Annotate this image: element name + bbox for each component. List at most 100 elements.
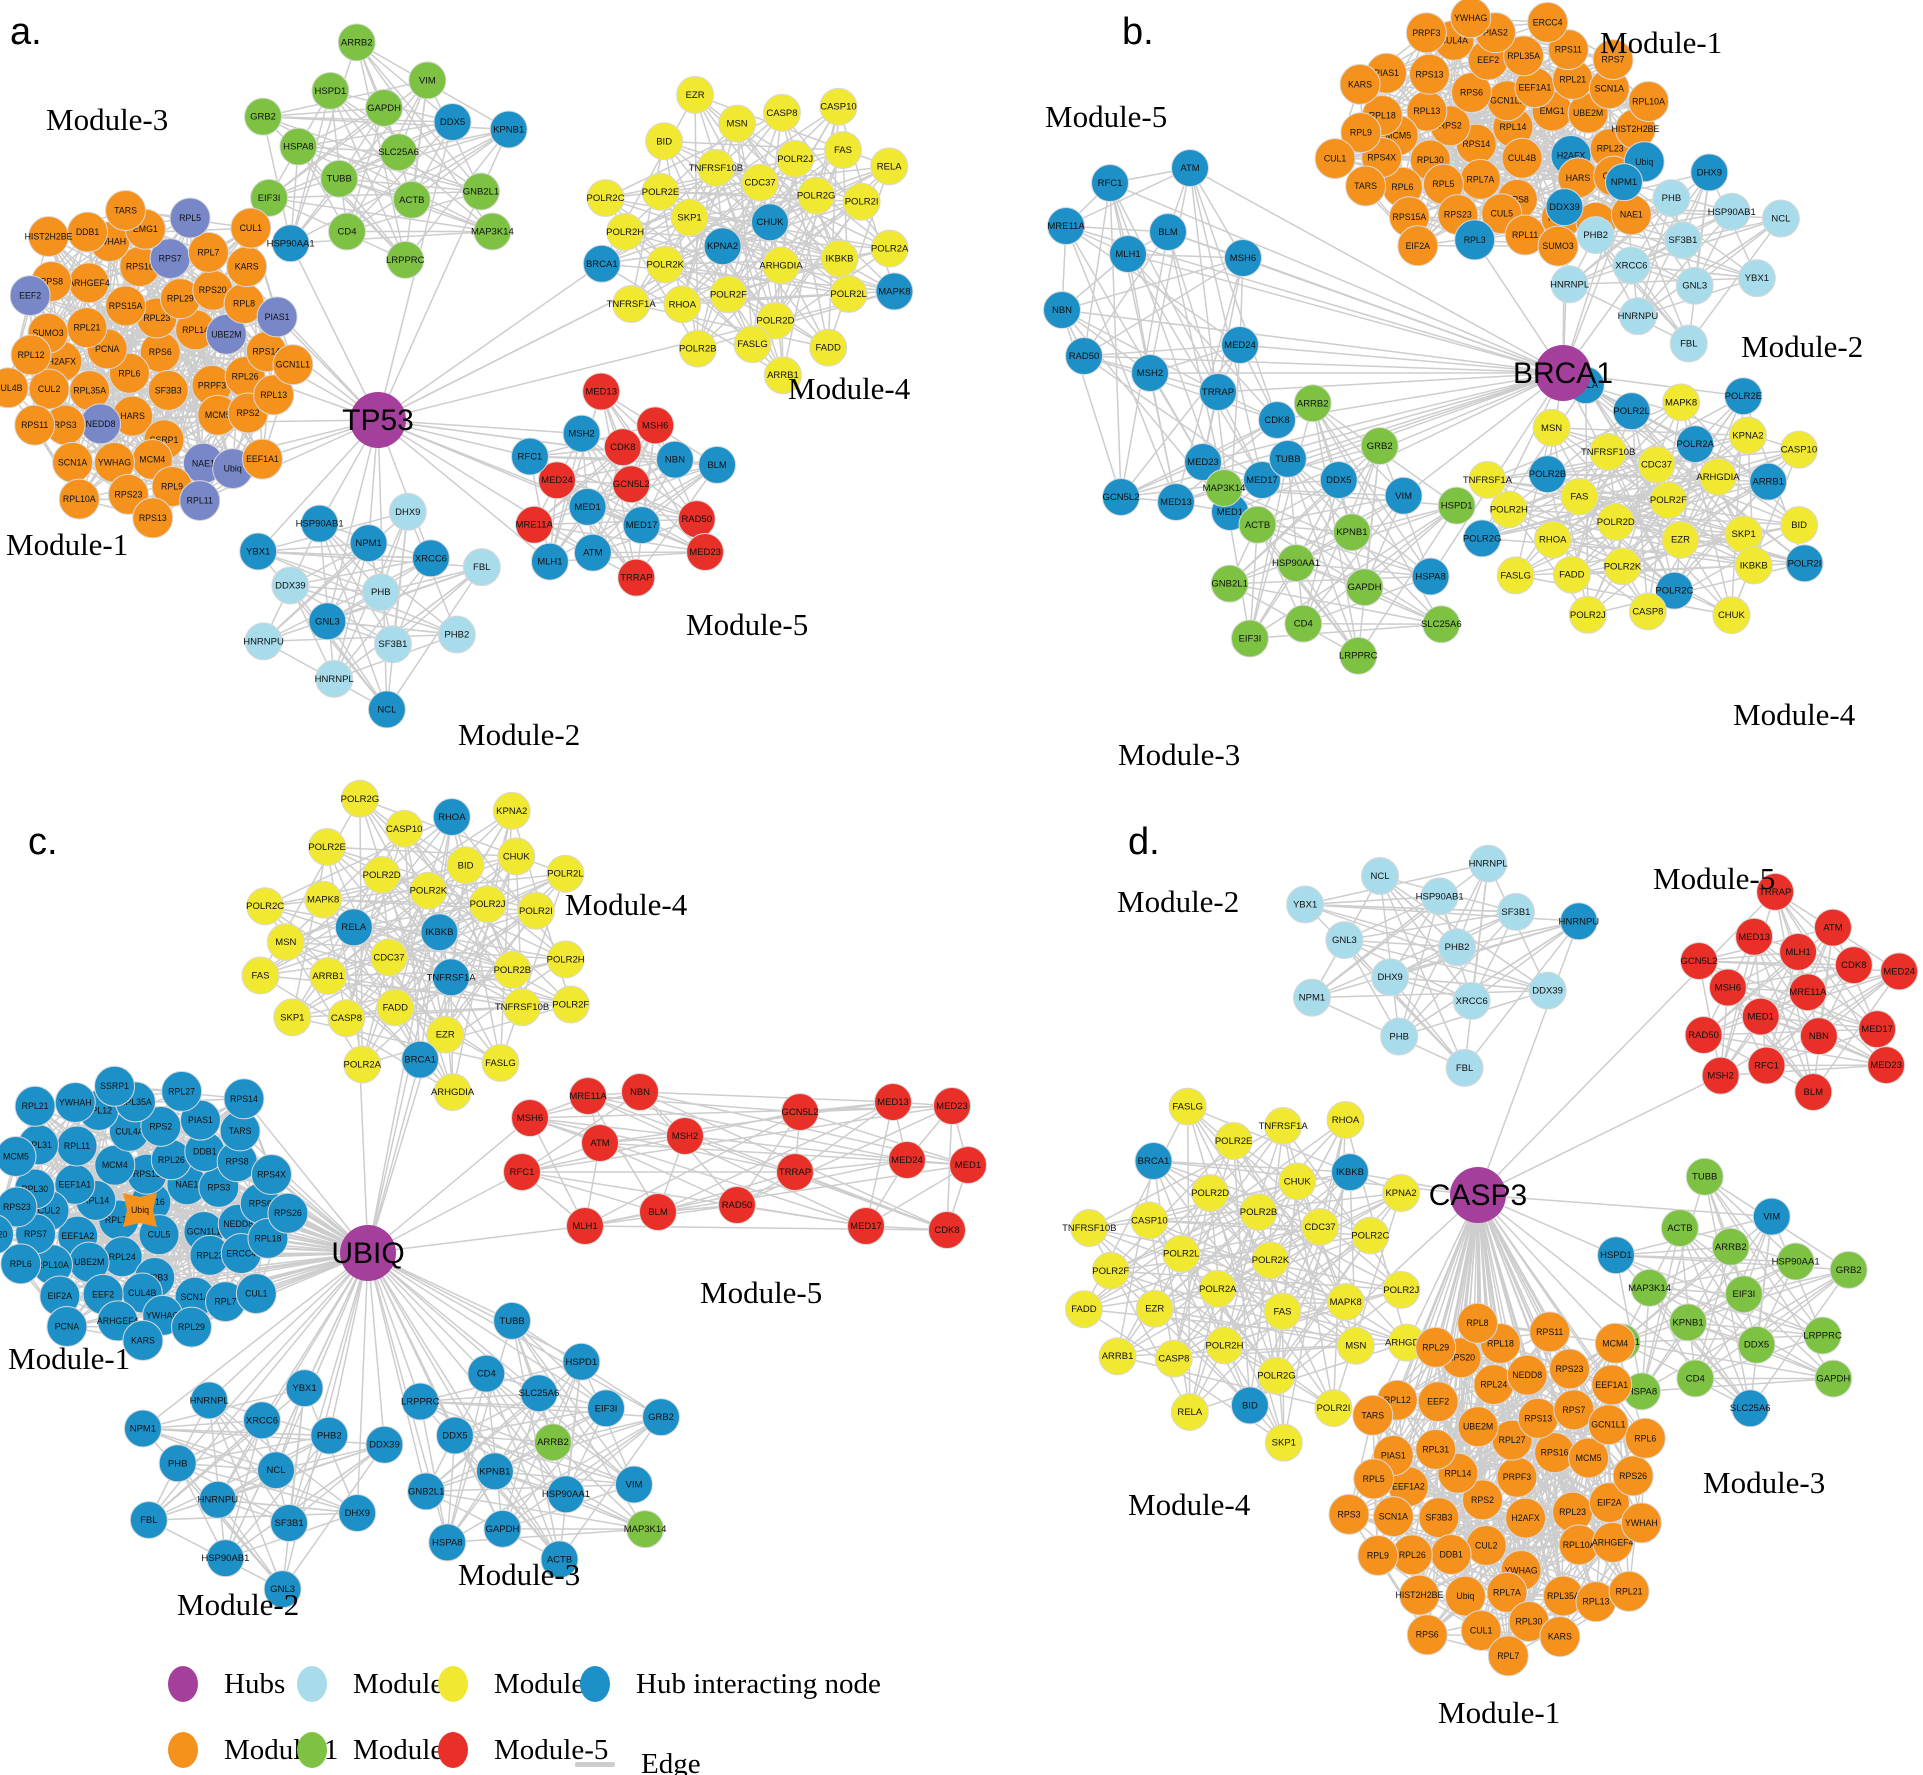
node-circle[interactable] <box>1162 1234 1201 1273</box>
node-circle[interactable] <box>256 296 298 338</box>
hub-circle[interactable] <box>350 392 406 448</box>
node-DDX39[interactable]: DDX39 <box>365 1425 404 1464</box>
node-ARHGEF4[interactable]: ARHGEF4 <box>68 262 110 304</box>
node-circle[interactable] <box>1415 1429 1457 1471</box>
node-circle[interactable] <box>140 1105 182 1147</box>
node-POLR2B[interactable]: POLR2B <box>1239 1193 1278 1232</box>
node-NCL[interactable]: NCL <box>367 690 406 729</box>
node-RELA[interactable]: RELA <box>334 908 373 947</box>
node-circle[interactable] <box>1669 1303 1708 1342</box>
node-CDK8[interactable]: CDK8 <box>928 1211 966 1249</box>
node-EZR[interactable]: EZR <box>676 75 715 114</box>
node-CHUK[interactable]: CHUK <box>750 203 789 242</box>
node-POLR2G[interactable]: POLR2G <box>1257 1356 1296 1395</box>
node-RPL7[interactable]: RPL7 <box>187 231 229 273</box>
node-FADD[interactable]: FADD <box>1552 555 1591 594</box>
node-circle[interactable] <box>1608 1570 1650 1612</box>
node-circle[interactable] <box>401 1040 440 1079</box>
node-TARS[interactable]: TARS <box>1345 165 1387 207</box>
node-XRCC6[interactable]: XRCC6 <box>242 1401 281 1440</box>
node-XRCC6[interactable]: XRCC6 <box>1612 246 1651 285</box>
node-UBE2M[interactable]: UBE2M <box>1457 1406 1499 1448</box>
node-circle[interactable] <box>1398 1574 1440 1616</box>
node-MSN[interactable]: MSN <box>1532 408 1571 447</box>
node-circle[interactable] <box>0 1186 38 1228</box>
node-circle[interactable] <box>179 1099 221 1141</box>
node-circle[interactable] <box>606 212 645 251</box>
node-circle[interactable] <box>379 133 418 172</box>
node-RFC1[interactable]: RFC1 <box>503 1153 541 1191</box>
node-circle[interactable] <box>401 1382 440 1421</box>
node-circle[interactable] <box>875 272 914 311</box>
node-RPS23[interactable]: RPS23 <box>1549 1348 1591 1390</box>
node-RFC1[interactable]: RFC1 <box>1091 164 1129 202</box>
node-circle[interactable] <box>244 622 283 661</box>
node-ARRB2[interactable]: ARRB2 <box>533 1423 572 1462</box>
node-circle[interactable] <box>515 505 554 544</box>
node-EZR[interactable]: EZR <box>1661 520 1700 559</box>
node-circle[interactable] <box>1785 544 1824 583</box>
node-circle[interactable] <box>1685 1157 1724 1196</box>
node-MRE11A[interactable]: MRE11A <box>569 1077 607 1115</box>
node-TRRAP[interactable]: TRRAP <box>776 1153 814 1191</box>
node-EIF2A[interactable]: EIF2A <box>1397 225 1439 267</box>
node-circle[interactable] <box>246 887 285 926</box>
node-POLR2I[interactable]: POLR2I <box>516 891 555 930</box>
node-POLR2K[interactable]: POLR2K <box>1603 547 1642 586</box>
node-circle[interactable] <box>1091 164 1129 202</box>
node-circle[interactable] <box>1779 932 1818 971</box>
node-GAPDH[interactable]: GAPDH <box>1814 1359 1853 1398</box>
node-circle[interactable] <box>1417 1381 1459 1423</box>
node-circle[interactable] <box>1457 1406 1499 1448</box>
node-FADD[interactable]: FADD <box>1064 1290 1103 1329</box>
node-circle[interactable] <box>1154 1339 1193 1378</box>
node-RPL21[interactable]: RPL21 <box>1608 1570 1650 1612</box>
node-circle[interactable] <box>1452 981 1491 1020</box>
node-CASP8[interactable]: CASP8 <box>1628 592 1667 631</box>
node-circle[interactable] <box>1457 1302 1499 1344</box>
node-circle[interactable] <box>1624 1417 1666 1459</box>
node-circle[interactable] <box>1553 1389 1595 1431</box>
node-RPL27[interactable]: RPL27 <box>161 1070 203 1112</box>
node-circle[interactable] <box>1550 265 1589 304</box>
node-YBX1[interactable]: YBX1 <box>1737 259 1776 298</box>
node-circle[interactable] <box>426 1015 465 1054</box>
node-circle[interactable] <box>1314 1389 1353 1428</box>
node-circle[interactable] <box>250 178 289 217</box>
node-GAPDH[interactable]: GAPDH <box>365 88 404 127</box>
node-HNRNPL[interactable]: HNRNPL <box>315 659 354 698</box>
node-circle[interactable] <box>1230 619 1269 658</box>
node-NAE1[interactable]: NAE1 <box>1610 194 1652 236</box>
node-POLR2C[interactable]: POLR2C <box>1351 1216 1389 1255</box>
node-circle[interactable] <box>105 285 147 327</box>
node-circle[interactable] <box>698 445 737 484</box>
node-circle[interactable] <box>241 438 283 480</box>
node-circle[interactable] <box>530 542 569 581</box>
node-circle[interactable] <box>1545 188 1584 227</box>
node-POLR2F[interactable]: POLR2F <box>1091 1251 1130 1290</box>
node-circle[interactable] <box>462 548 501 587</box>
node-circle[interactable] <box>776 1153 814 1191</box>
node-circle[interactable] <box>169 197 211 239</box>
node-POLR2D[interactable]: POLR2D <box>1597 503 1635 542</box>
node-circle[interactable] <box>1345 568 1384 607</box>
node-circle[interactable] <box>1741 997 1780 1036</box>
node-circle[interactable] <box>1198 1269 1237 1308</box>
node-CDK8[interactable]: CDK8 <box>603 428 642 467</box>
node-RPS6[interactable]: RPS6 <box>1406 1614 1448 1656</box>
node-circle[interactable] <box>327 999 366 1038</box>
node-EIF3I[interactable]: EIF3I <box>1724 1275 1763 1314</box>
node-circle[interactable] <box>315 659 354 698</box>
node-circle[interactable] <box>1326 1100 1365 1139</box>
node-VIM[interactable]: VIM <box>614 1465 653 1504</box>
node-TUBB[interactable]: TUBB <box>1268 439 1307 478</box>
node-circle[interactable] <box>1221 326 1259 364</box>
node-MED23[interactable]: MED23 <box>686 532 725 571</box>
node-circle[interactable] <box>756 301 795 340</box>
node-circle[interactable] <box>497 837 536 876</box>
node-circle[interactable] <box>842 182 881 221</box>
node-circle[interactable] <box>1527 1 1569 43</box>
node-EEF2[interactable]: EEF2 <box>1417 1381 1459 1423</box>
node-HSP90AA1[interactable]: HSP90AA1 <box>1772 1242 1820 1281</box>
node-circle[interactable] <box>1463 519 1502 558</box>
